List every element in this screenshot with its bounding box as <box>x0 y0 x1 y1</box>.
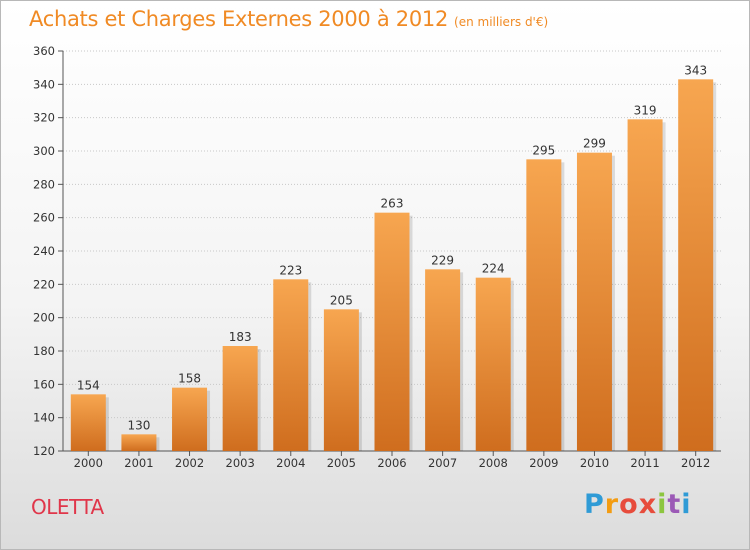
data-label: 263 <box>381 197 404 211</box>
chart-subtitle: (en milliers d'€) <box>454 15 549 29</box>
bar <box>678 79 714 451</box>
y-tick-label: 220 <box>33 277 55 291</box>
bar <box>222 346 258 451</box>
data-label: 319 <box>634 103 657 117</box>
x-tick-label: 2003 <box>226 456 255 470</box>
bar <box>576 152 612 451</box>
x-tick-label: 2004 <box>276 456 305 470</box>
data-label: 343 <box>684 63 707 77</box>
bar <box>323 309 359 451</box>
y-tick-label: 200 <box>33 311 55 325</box>
x-tick-label: 2005 <box>327 456 356 470</box>
logo-letter: r <box>604 489 620 520</box>
logo-letter: i <box>681 489 692 520</box>
data-label: 229 <box>431 253 454 267</box>
bar <box>526 159 562 452</box>
data-label: 224 <box>482 262 505 276</box>
data-label: 154 <box>77 378 100 392</box>
proxiti-logo: Proxiti <box>584 489 692 520</box>
logo-letter: x <box>638 489 658 520</box>
y-tick-label: 360 <box>33 44 55 58</box>
bar <box>273 279 309 451</box>
bar <box>70 394 106 451</box>
x-tick-label: 2007 <box>428 456 457 470</box>
logo-letter: t <box>667 489 682 520</box>
y-tick-label: 280 <box>33 177 55 191</box>
x-tick-label: 2008 <box>479 456 508 470</box>
data-label: 130 <box>127 418 150 432</box>
y-tick-label: 140 <box>33 411 55 425</box>
data-label: 223 <box>279 263 302 277</box>
chart-title: Achats et Charges Externes 2000 à 2012 (e… <box>29 7 548 31</box>
labels: 120 140 160 180 200 220 240 260 280 300 320 340 360 2… <box>33 44 710 470</box>
bar <box>374 212 410 451</box>
bar <box>121 434 157 451</box>
bar <box>627 119 663 451</box>
x-tick-label: 2010 <box>580 456 609 470</box>
x-tick-label: 2009 <box>529 456 558 470</box>
bar <box>172 387 208 451</box>
x-tick-label: 2002 <box>175 456 204 470</box>
x-tick-label: 2006 <box>377 456 406 470</box>
bars <box>70 79 717 452</box>
data-label: 183 <box>229 330 252 344</box>
bar <box>425 269 461 451</box>
data-label: 299 <box>583 137 606 151</box>
y-tick-label: 180 <box>33 344 55 358</box>
data-label: 295 <box>532 143 555 157</box>
data-label: 158 <box>178 372 201 386</box>
x-tick-label: 2011 <box>630 456 659 470</box>
x-tick-label: 2000 <box>74 456 103 470</box>
logo-letter: P <box>584 489 605 520</box>
y-tick-label: 320 <box>33 111 55 125</box>
data-label: 205 <box>330 293 353 307</box>
x-tick-label: 2012 <box>681 456 710 470</box>
y-tick-label: 340 <box>33 77 55 91</box>
y-tick-label: 120 <box>33 444 55 458</box>
y-tick-label: 300 <box>33 144 55 158</box>
y-tick-label: 240 <box>33 244 55 258</box>
logo-letter: o <box>619 489 639 520</box>
y-tick-label: 160 <box>33 377 55 391</box>
y-tick-label: 260 <box>33 211 55 225</box>
chart-title-text: Achats et Charges Externes 2000 à 2012 <box>29 7 449 31</box>
bar <box>475 277 511 451</box>
logo-letter: i <box>657 489 668 520</box>
x-tick-label: 2001 <box>124 456 153 470</box>
commune-name: OLETTA <box>31 495 104 519</box>
